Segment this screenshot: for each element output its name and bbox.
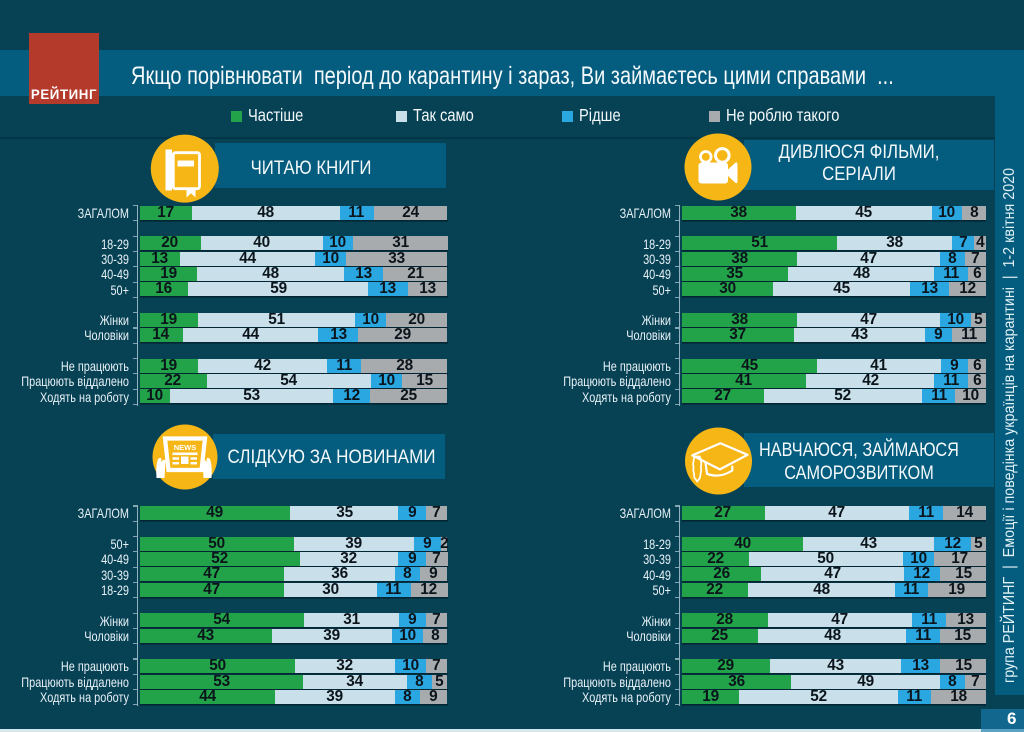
svg-text:NEWS: NEWS [174, 443, 197, 452]
